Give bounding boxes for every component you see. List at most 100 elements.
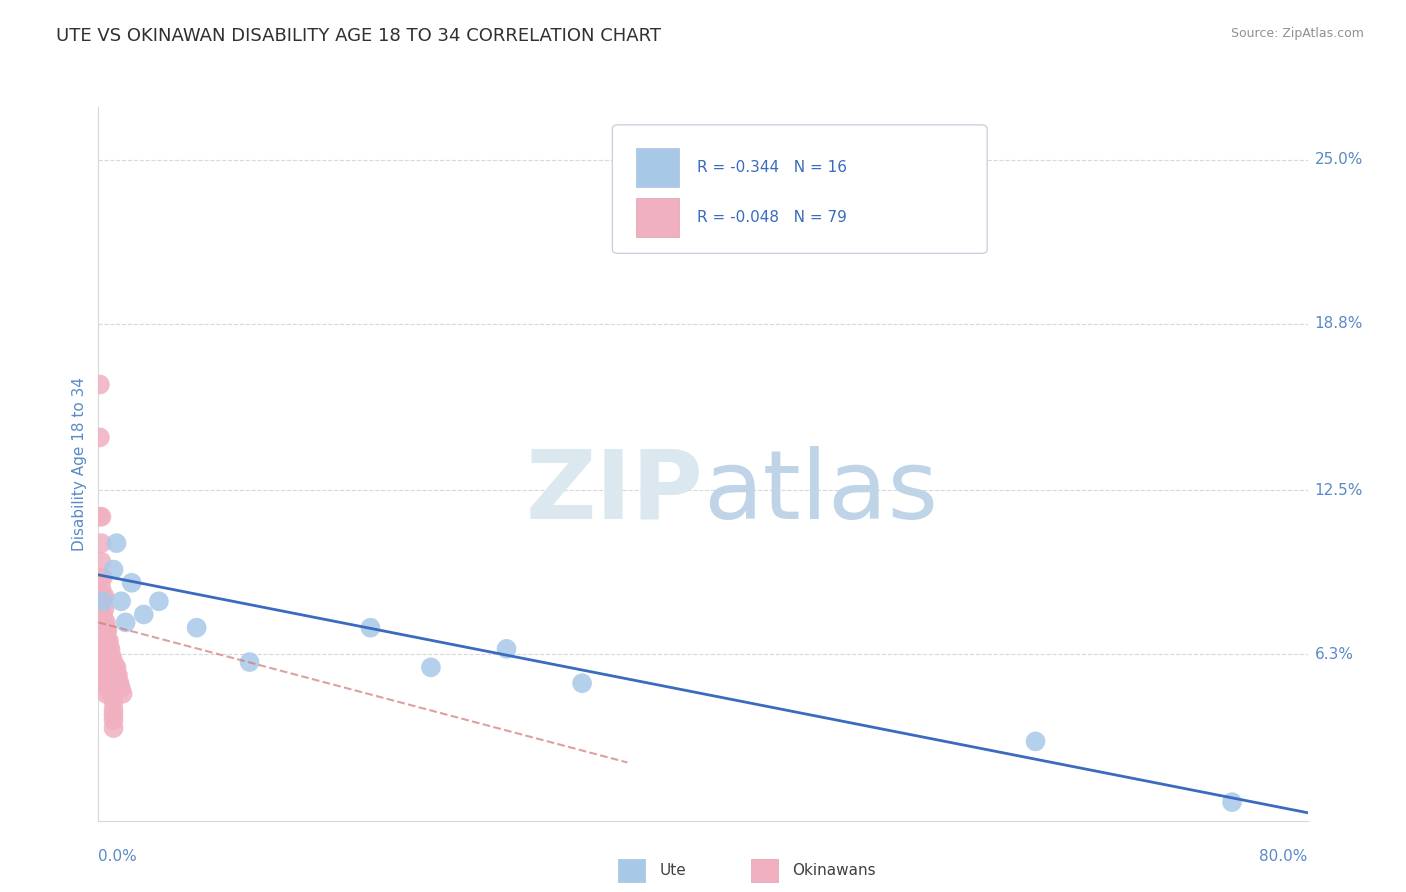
Point xyxy=(108,676,131,690)
Point xyxy=(91,589,114,603)
Point xyxy=(90,509,112,524)
Point xyxy=(360,621,382,635)
Point xyxy=(96,660,118,674)
Point xyxy=(103,687,125,701)
Point xyxy=(103,676,125,690)
Point xyxy=(89,377,111,392)
Point xyxy=(132,607,155,622)
Point xyxy=(89,430,111,444)
Point xyxy=(121,575,143,590)
Point xyxy=(101,687,124,701)
Text: 25.0%: 25.0% xyxy=(1315,153,1362,168)
Point xyxy=(103,660,125,674)
FancyBboxPatch shape xyxy=(612,125,987,253)
Point xyxy=(571,676,593,690)
Point xyxy=(114,615,136,630)
Point xyxy=(94,615,117,630)
Point xyxy=(91,615,114,630)
Point xyxy=(101,676,124,690)
Point xyxy=(91,607,114,622)
Point xyxy=(100,649,122,664)
Point xyxy=(104,660,127,674)
Point xyxy=(100,641,122,656)
Point xyxy=(100,660,122,674)
Point xyxy=(96,668,118,682)
Point xyxy=(101,668,124,682)
Point xyxy=(110,594,132,608)
Text: 6.3%: 6.3% xyxy=(1315,647,1354,662)
Point xyxy=(111,687,134,701)
Point xyxy=(94,676,117,690)
Point xyxy=(103,707,125,722)
Point xyxy=(91,629,114,643)
Point xyxy=(105,660,128,674)
Point xyxy=(96,641,118,656)
Point xyxy=(90,581,112,595)
Point xyxy=(419,660,441,674)
Point xyxy=(93,655,115,669)
Point xyxy=(98,649,121,664)
Point xyxy=(96,624,118,638)
Point xyxy=(100,687,122,701)
Text: UTE VS OKINAWAN DISABILITY AGE 18 TO 34 CORRELATION CHART: UTE VS OKINAWAN DISABILITY AGE 18 TO 34 … xyxy=(56,27,661,45)
Point xyxy=(90,555,112,569)
Point xyxy=(103,703,125,717)
Point xyxy=(105,668,128,682)
Point xyxy=(100,676,122,690)
Point xyxy=(100,668,122,682)
Point xyxy=(93,629,115,643)
Point xyxy=(91,594,114,608)
Point xyxy=(105,536,128,550)
Point xyxy=(98,634,121,648)
Point xyxy=(94,668,117,682)
Point xyxy=(94,649,117,664)
Point xyxy=(101,660,124,674)
Point xyxy=(495,641,517,656)
Point xyxy=(186,621,208,635)
Point xyxy=(98,641,121,656)
Text: ZIP: ZIP xyxy=(524,446,703,539)
Point xyxy=(1024,734,1046,748)
Point xyxy=(90,634,112,648)
FancyBboxPatch shape xyxy=(619,859,645,882)
Text: Source: ZipAtlas.com: Source: ZipAtlas.com xyxy=(1230,27,1364,40)
Point xyxy=(103,563,125,577)
Point xyxy=(103,721,125,735)
Text: Ute: Ute xyxy=(659,863,686,878)
Point xyxy=(90,570,112,584)
Text: 12.5%: 12.5% xyxy=(1315,483,1362,498)
Point xyxy=(103,695,125,709)
Point xyxy=(98,668,121,682)
Point xyxy=(90,607,112,622)
Point xyxy=(98,660,121,674)
Point xyxy=(91,641,114,656)
FancyBboxPatch shape xyxy=(751,859,778,882)
Point xyxy=(104,676,127,690)
Point xyxy=(94,634,117,648)
Point xyxy=(107,668,129,682)
FancyBboxPatch shape xyxy=(637,198,679,237)
Point xyxy=(98,681,121,696)
Point xyxy=(148,594,170,608)
Text: Okinawans: Okinawans xyxy=(793,863,876,878)
Point xyxy=(90,615,112,630)
Point xyxy=(239,655,262,669)
Point xyxy=(96,634,118,648)
Point xyxy=(90,597,112,611)
Point xyxy=(94,687,117,701)
Point xyxy=(93,589,115,603)
Point xyxy=(103,713,125,727)
Point xyxy=(103,668,125,682)
Point xyxy=(110,681,132,696)
Text: R = -0.344   N = 16: R = -0.344 N = 16 xyxy=(697,161,846,175)
Point xyxy=(96,649,118,664)
Point xyxy=(89,509,111,524)
FancyBboxPatch shape xyxy=(637,148,679,187)
Point xyxy=(96,681,118,696)
Text: 0.0%: 0.0% xyxy=(98,849,138,863)
Point xyxy=(103,655,125,669)
Text: 80.0%: 80.0% xyxy=(1260,849,1308,863)
Point xyxy=(105,676,128,690)
Point xyxy=(94,624,117,638)
Point xyxy=(93,602,115,616)
